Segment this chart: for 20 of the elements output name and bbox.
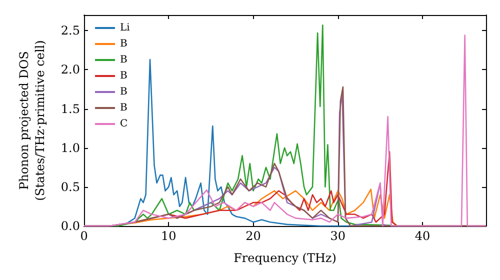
- y-tick-label: 2.0: [60, 62, 80, 77]
- x-tick-label: 0: [80, 229, 88, 243]
- legend-label: B: [120, 70, 128, 82]
- y-tick-label: 2.5: [60, 24, 80, 38]
- legend-label: B: [120, 102, 128, 114]
- y-tick-label: 1.5: [60, 102, 80, 116]
- x-tick-label: 20: [246, 229, 261, 243]
- y-axis-title: Phonon projected DOS (States/THz·primitive cell): [17, 40, 47, 201]
- x-tick-label: 40: [414, 229, 430, 243]
- y-tick-label: 0.5: [60, 180, 80, 194]
- legend-label: B: [120, 54, 128, 66]
- legend-label: Li: [120, 22, 130, 34]
- x-tick-label: 10: [160, 229, 176, 243]
- legend-label: C: [120, 118, 128, 130]
- legend-label: B: [120, 86, 128, 98]
- y-tick-label: 1.0: [60, 140, 80, 155]
- x-tick-label: 30: [330, 229, 346, 243]
- legend-label: B: [120, 38, 128, 50]
- x-axis-title: Frequency (THz): [234, 251, 336, 265]
- y-tick-label: 0.0: [60, 219, 80, 233]
